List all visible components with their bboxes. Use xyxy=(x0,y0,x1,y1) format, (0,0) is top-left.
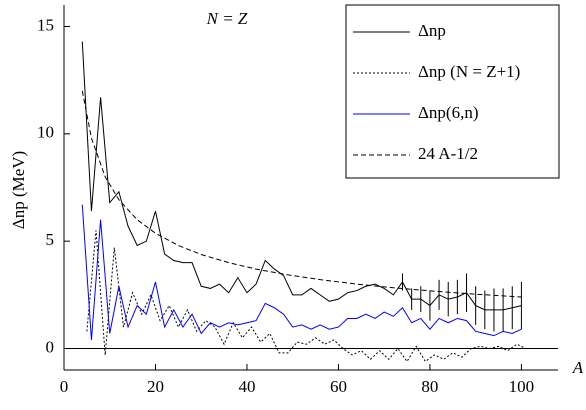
x-axis-label: A xyxy=(572,358,584,377)
x-tick-label: 20 xyxy=(147,377,164,396)
legend-label: 24 A-1/2 xyxy=(418,144,478,163)
y-tick-label: 0 xyxy=(46,337,55,356)
y-tick-label: 15 xyxy=(37,15,54,34)
legend-label: Δnp (N = Z+1) xyxy=(418,62,520,81)
series-line xyxy=(86,230,527,363)
series-line xyxy=(81,90,522,298)
x-tick-label: 0 xyxy=(60,377,69,396)
x-tick-label: 80 xyxy=(421,377,438,396)
legend-label: Δnp(6,n) xyxy=(418,103,479,122)
x-tick-label: 40 xyxy=(238,377,255,396)
y-tick-label: 10 xyxy=(37,123,54,142)
y-axis-label: Δnp (MeV) xyxy=(9,151,28,229)
x-tick-label: 60 xyxy=(330,377,347,396)
annotation: N = Z xyxy=(206,9,248,28)
y-tick-label: 5 xyxy=(46,230,55,249)
legend-label: Δnp xyxy=(418,21,446,40)
legend-box xyxy=(345,4,560,179)
series-line xyxy=(81,204,522,340)
x-tick-label: 100 xyxy=(509,377,535,396)
